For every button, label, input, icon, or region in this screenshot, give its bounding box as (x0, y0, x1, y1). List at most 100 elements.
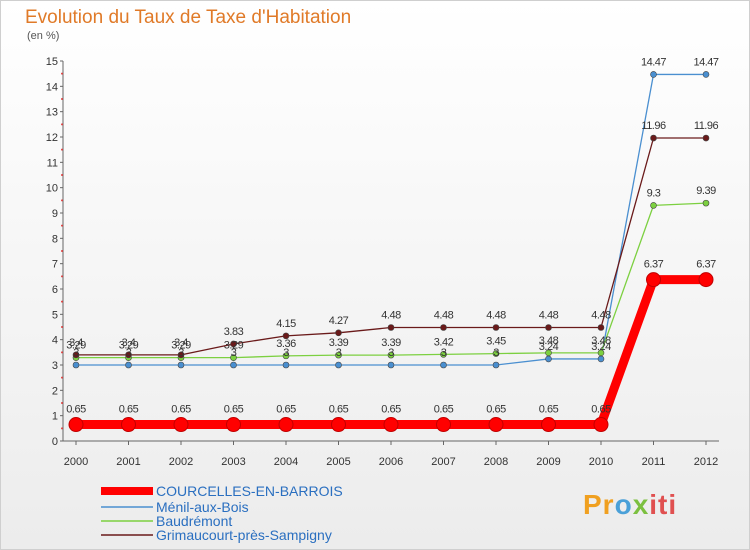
data-point (331, 417, 346, 433)
data-label: 3 (388, 347, 394, 359)
y-minor-tick (61, 351, 63, 354)
legend: COURCELLES-EN-BARROISMénil-aux-BoisBaudr… (101, 483, 343, 543)
data-point (440, 324, 447, 331)
data-label: 3.83 (224, 326, 244, 338)
data-point (177, 351, 185, 359)
data-point (440, 361, 447, 369)
data-label: 0.65 (276, 404, 296, 416)
data-label: 3 (73, 347, 79, 359)
y-tick-label: 2 (52, 385, 58, 397)
data-label: 3.4 (174, 337, 188, 349)
data-label: 11.96 (641, 120, 666, 132)
data-label: 0.65 (486, 404, 506, 416)
data-label: 3.29 (119, 340, 139, 352)
y-tick-label: 4 (52, 335, 58, 347)
data-label: 0.65 (171, 404, 191, 416)
data-label: 3.29 (66, 340, 86, 352)
data-label: 3.4 (122, 337, 136, 349)
data-point (125, 361, 132, 369)
data-label: 3.42 (434, 336, 454, 348)
data-point (440, 351, 447, 358)
data-point (125, 351, 132, 359)
data-point (282, 352, 290, 360)
data-label: 14.47 (693, 56, 718, 68)
data-label: 14.47 (641, 56, 666, 68)
data-point (436, 417, 451, 433)
y-minor-tick (61, 199, 63, 202)
data-label: 4.48 (591, 310, 611, 322)
y-tick-label: 13 (46, 107, 58, 119)
y-tick-label: 1 (52, 411, 58, 423)
data-point (492, 324, 500, 331)
data-label: 3 (336, 347, 342, 359)
logo-part: o (614, 489, 633, 520)
x-tick-label: 2008 (484, 456, 508, 468)
y-minor-tick (61, 250, 63, 252)
data-label: 4.48 (539, 310, 559, 322)
x-tick-label: 2004 (274, 456, 298, 468)
y-axis-unit-label: (en %) (27, 30, 60, 42)
data-point (68, 417, 84, 433)
data-label: 3.48 (539, 335, 559, 347)
data-label: 3 (178, 347, 184, 359)
x-tick-label: 2003 (221, 456, 245, 468)
data-point (492, 350, 500, 357)
y-minor-tick (61, 148, 63, 151)
x-tick-label: 2007 (431, 456, 455, 468)
y-tick-label: 11 (47, 157, 58, 169)
y-minor-tick (61, 98, 63, 100)
data-point (173, 417, 189, 433)
y-minor-tick (61, 326, 63, 328)
y-tick-label: 14 (46, 81, 58, 93)
data-label: 3.4 (69, 337, 83, 349)
x-tick-label: 2005 (326, 456, 350, 468)
data-point (282, 332, 290, 340)
y-tick-label: 7 (52, 259, 58, 271)
data-label: 3.24 (591, 341, 611, 353)
data-point (650, 202, 657, 209)
series-lines (68, 71, 714, 433)
data-point (488, 417, 504, 433)
y-tick-label: 6 (52, 284, 58, 296)
data-point (597, 324, 605, 331)
y-tick-label: 3 (52, 360, 58, 372)
data-point (177, 361, 185, 369)
data-point (335, 329, 342, 337)
data-label: 0.65 (329, 404, 349, 416)
data-label: 3 (441, 347, 447, 359)
data-label: 0.65 (591, 404, 611, 416)
data-label: 3.36 (276, 338, 296, 350)
legend-label: COURCELLES-EN-BARROIS (156, 483, 343, 499)
data-label: 0.65 (119, 404, 139, 416)
data-label: 4.48 (381, 310, 401, 322)
data-point (597, 355, 605, 363)
y-tick-label: 12 (46, 132, 58, 144)
data-label: 3.29 (224, 340, 244, 352)
y-minor-tick (61, 123, 63, 126)
x-tick-label: 2012 (694, 456, 718, 468)
data-label: 0.65 (434, 404, 454, 416)
data-point (545, 324, 552, 331)
x-tick-label: 2001 (116, 456, 140, 468)
series-line (76, 202, 707, 359)
data-point (387, 351, 395, 359)
data-label: 6.37 (644, 259, 664, 271)
data-point (698, 272, 714, 288)
y-tick-label: 10 (46, 183, 58, 195)
data-point (387, 361, 395, 369)
legend-label: Grimaucourt-près-Sampigny (156, 527, 332, 543)
data-label: 0.65 (381, 404, 401, 416)
y-minor-tick (61, 224, 63, 227)
data-point (230, 361, 237, 369)
y-minor-tick (61, 300, 63, 303)
data-point (335, 351, 342, 359)
data-label: 4.27 (329, 315, 349, 327)
data-point (545, 349, 552, 357)
y-minor-tick (61, 376, 63, 379)
chart-title: Evolution du Taux de Taxe d'Habitation (25, 7, 352, 28)
data-label: 3.39 (329, 337, 349, 349)
data-point (702, 71, 710, 78)
